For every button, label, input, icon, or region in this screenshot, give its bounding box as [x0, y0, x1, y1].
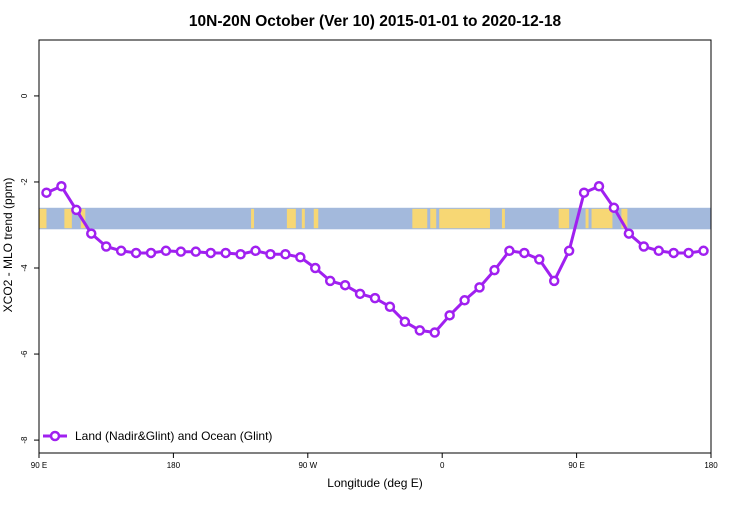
y-tick-label: -6 — [20, 350, 29, 358]
land-patch — [501, 208, 505, 229]
legend: Land (Nadir&Glint) and Ocean (Glint) — [43, 429, 272, 443]
data-point — [145, 247, 157, 259]
x-tick-label: 0 — [440, 461, 445, 470]
data-point — [504, 245, 515, 257]
x-tick-label: 180 — [167, 461, 181, 470]
land-patch — [621, 208, 628, 229]
data-point — [384, 301, 396, 312]
land-patch — [591, 208, 613, 229]
data-point — [220, 247, 231, 259]
data-point — [205, 247, 216, 259]
land-patch — [313, 208, 319, 229]
axes: 90 E 180 90 W 0 90 E 180 0 -2 -4 -6 -8 — [20, 93, 718, 470]
data-point — [71, 204, 82, 216]
x-axis-label: Longitude (deg E) — [327, 476, 422, 490]
data-point — [324, 275, 336, 287]
data-point — [280, 248, 291, 260]
data-point — [563, 245, 575, 257]
data-point — [593, 181, 605, 192]
data-point — [41, 187, 52, 198]
land-patch — [39, 208, 47, 229]
land-patch — [412, 208, 428, 229]
data-point — [519, 247, 530, 259]
x-tick-label: 90 E — [568, 461, 584, 470]
data-point — [638, 241, 650, 252]
legend-label: Land (Nadir&Glint) and Ocean (Glint) — [75, 429, 272, 443]
data-point — [474, 282, 485, 293]
data-point — [608, 202, 620, 214]
data-point — [56, 181, 67, 192]
data-point — [369, 292, 381, 304]
data-point — [235, 248, 246, 260]
data-point — [698, 245, 709, 257]
data-point — [354, 288, 366, 300]
land-ocean-band — [39, 207, 711, 230]
data-point — [429, 327, 440, 338]
land-patch — [301, 208, 305, 229]
y-tick-label: -2 — [20, 178, 29, 186]
series-layer — [41, 181, 709, 338]
data-point — [190, 246, 202, 257]
data-point — [339, 279, 351, 291]
data-point — [459, 295, 470, 306]
data-point — [130, 247, 142, 259]
data-point — [653, 245, 664, 257]
data-point — [548, 275, 560, 287]
data-point — [175, 246, 187, 257]
land-patch — [558, 208, 570, 229]
land-patch — [430, 208, 437, 229]
data-point — [534, 254, 545, 265]
data-point — [100, 241, 112, 252]
land-patch — [251, 208, 255, 229]
ocean-band — [39, 207, 711, 230]
land-patch — [439, 208, 490, 229]
data-point — [250, 245, 261, 257]
data-point — [399, 316, 411, 328]
data-point — [414, 325, 426, 336]
data-point — [578, 187, 590, 198]
y-tick-label: -8 — [20, 436, 29, 444]
y-axis-label: XCO2 - MLO trend (ppm) — [1, 178, 15, 313]
y-tick-label: -4 — [20, 264, 29, 272]
data-point — [295, 252, 306, 263]
x-tick-label: 180 — [704, 461, 718, 470]
data-point — [444, 310, 455, 321]
land-patch — [585, 208, 589, 229]
plot-frame — [38, 39, 712, 454]
data-point — [265, 248, 276, 260]
data-point — [310, 262, 321, 274]
data-point — [160, 245, 172, 257]
land-patch — [64, 208, 72, 229]
y-tick-label: 0 — [20, 93, 29, 98]
data-point — [86, 228, 97, 239]
x-tick-label: 90 E — [31, 461, 47, 470]
data-point — [115, 245, 127, 257]
data-point — [668, 247, 679, 259]
data-point — [683, 247, 694, 259]
legend-marker — [49, 430, 61, 442]
data-point — [623, 228, 635, 239]
x-tick-label: 90 W — [298, 461, 317, 470]
land-patch — [286, 208, 296, 229]
data-point — [489, 264, 500, 276]
chart-title: 10N-20N October (Ver 10) 2015-01-01 to 2… — [189, 13, 562, 30]
